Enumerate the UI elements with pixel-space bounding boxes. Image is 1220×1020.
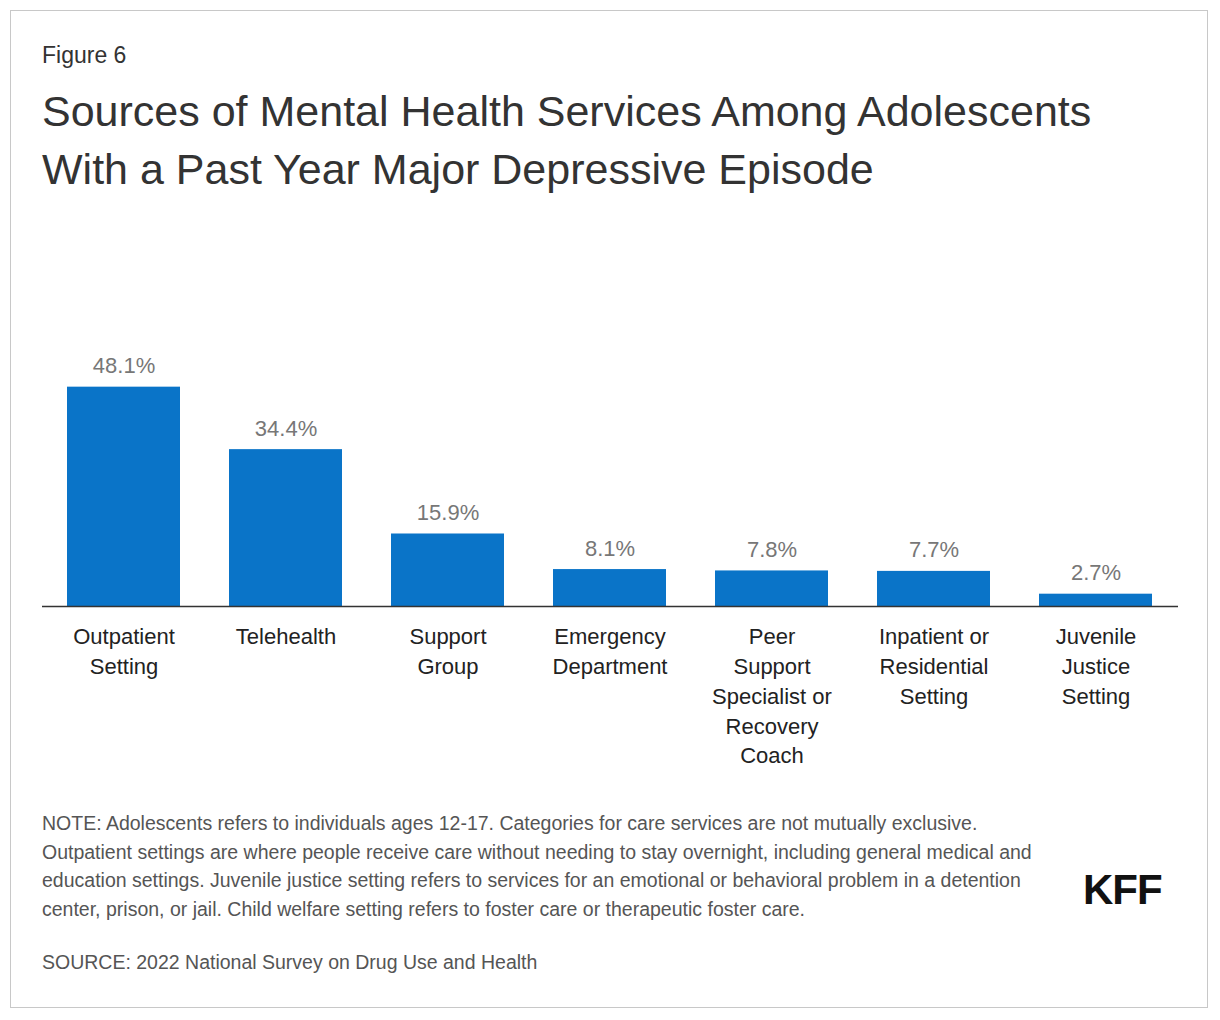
svg-text:EmergencyDepartment: EmergencyDepartment [553, 624, 668, 679]
html-text:NOTE: Adolescents refers to in: NOTE: Adolescents refers to individuals … [42, 812, 1032, 920]
svg-text:Telehealth: Telehealth [236, 624, 336, 649]
svg-text:SupportGroup: SupportGroup [409, 624, 486, 679]
svg-text:8.1%: 8.1% [585, 536, 635, 561]
svg-text:7.8%: 7.8% [747, 537, 797, 562]
svg-text:OutpatientSetting: OutpatientSetting [73, 624, 175, 679]
html-text:KFF: KFF [1083, 866, 1162, 913]
svg-text:2.7%: 2.7% [1071, 560, 1121, 585]
html-text:SOURCE: 2022 National Survey o: SOURCE: 2022 National Survey on Drug Use… [42, 951, 538, 973]
svg-text:15.9%: 15.9% [417, 500, 479, 525]
svg-text:JuvenileJusticeSetting: JuvenileJusticeSetting [1056, 624, 1137, 709]
svg-text:Inpatient orResidentialSetting: Inpatient orResidentialSetting [879, 624, 989, 709]
svg-text:48.1%: 48.1% [93, 353, 155, 378]
svg-text:PeerSupportSpecialist orRecove: PeerSupportSpecialist orRecoveryCoach [712, 624, 832, 766]
html-text:Figure 6: Figure 6 [42, 42, 127, 68]
svg-text:34.4%: 34.4% [255, 416, 317, 441]
svg-text:7.7%: 7.7% [909, 537, 959, 562]
html-text:Sources of Mental Health Servi: Sources of Mental Health Services Among … [42, 87, 1092, 193]
